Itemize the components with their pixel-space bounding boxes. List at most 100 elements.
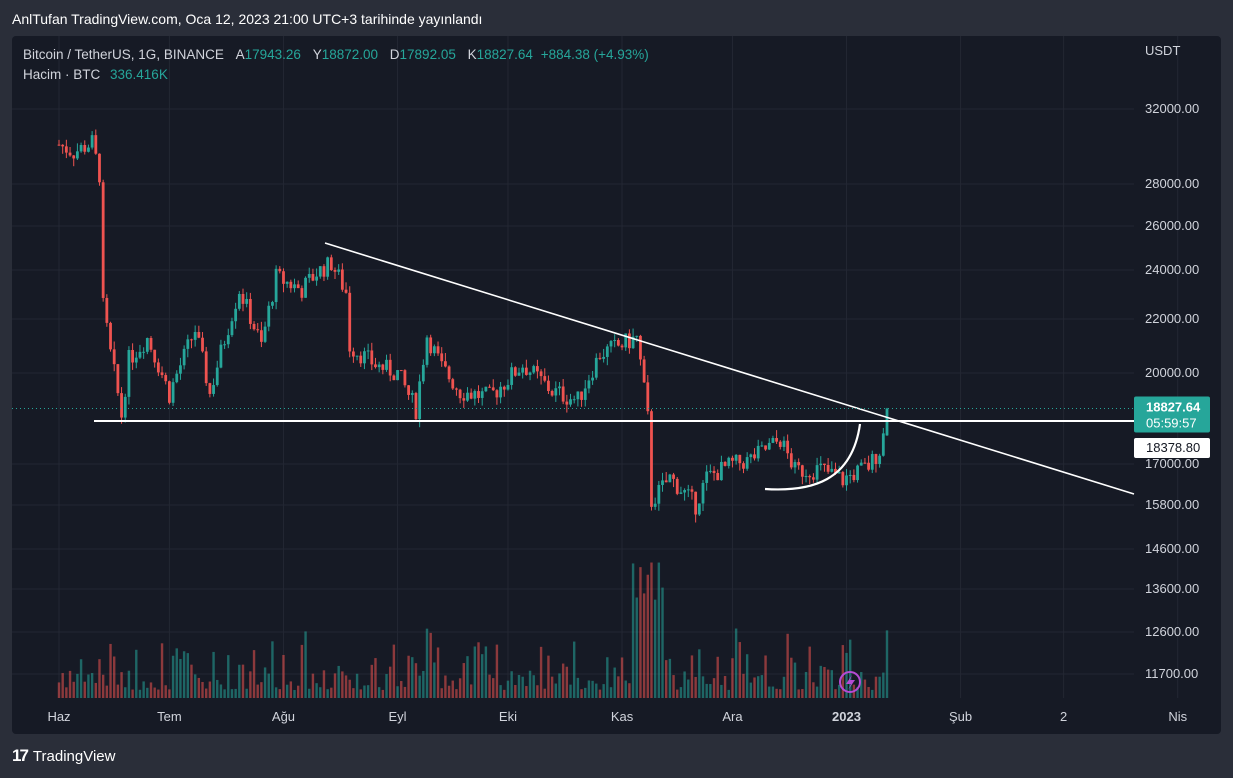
- candle-body: [340, 269, 344, 290]
- volume-bar: [444, 675, 447, 698]
- candle-body: [697, 503, 701, 515]
- candle-body: [690, 489, 694, 492]
- volume-bar: [550, 676, 554, 698]
- candle-body: [616, 340, 620, 346]
- volume-bar: [300, 644, 304, 698]
- volume-bar: [488, 674, 491, 698]
- tradingview-logo[interactable]: 17 TradingView: [12, 746, 115, 766]
- candle-body: [234, 308, 238, 322]
- volume-bar: [506, 680, 510, 698]
- candle-body: [355, 355, 359, 357]
- candle-body: [539, 371, 543, 377]
- volume-bar: [554, 683, 557, 698]
- candle-body: [870, 454, 874, 470]
- candle-body: [639, 335, 642, 360]
- volume-bar: [76, 673, 79, 698]
- volume-bar: [436, 647, 440, 698]
- volume-bar: [631, 563, 635, 698]
- volume-bar: [182, 651, 186, 698]
- candle-body: [311, 273, 315, 281]
- candle-body: [123, 396, 127, 418]
- x-tick-label: Şub: [949, 709, 972, 724]
- volume-bar: [745, 654, 749, 698]
- volume-bar: [628, 683, 631, 698]
- volume-bar: [127, 670, 131, 698]
- volume-bar: [392, 644, 396, 698]
- candle-body: [867, 462, 870, 470]
- candle-body: [830, 468, 834, 472]
- volume-bar: [403, 686, 407, 698]
- volume-bar: [786, 633, 789, 698]
- volume-bar: [742, 673, 745, 698]
- candle-body: [182, 348, 186, 366]
- volume-bar: [477, 642, 480, 698]
- volume-bar: [653, 599, 657, 698]
- legend-close-label: K: [467, 47, 477, 62]
- candle-body: [315, 276, 318, 281]
- candle-body: [675, 478, 679, 494]
- volume-bar: [120, 672, 123, 698]
- volume-bar: [517, 674, 521, 698]
- candle-body: [223, 344, 226, 346]
- legend-volume-label[interactable]: Hacim · BTC: [23, 67, 101, 82]
- trendline: [324, 242, 1135, 495]
- volume-bar: [495, 644, 499, 698]
- volume-bar: [642, 593, 646, 698]
- volume-bar: [694, 676, 697, 698]
- legend-row-price: Bitcoin / TetherUS, 1G, BINANCE A17943.2…: [23, 45, 649, 65]
- volume-bar: [712, 678, 716, 698]
- candle-body: [749, 454, 753, 458]
- volume-bar: [771, 686, 775, 698]
- volume-bar: [252, 650, 256, 698]
- candle-body: [808, 476, 812, 478]
- candle-body: [90, 135, 94, 148]
- volume-bar: [760, 675, 764, 698]
- candle-body: [458, 389, 462, 399]
- volume-bar: [841, 645, 845, 698]
- volume-bar: [411, 657, 414, 698]
- volume-bar: [355, 673, 359, 698]
- candle-body: [591, 377, 594, 381]
- candle-body: [812, 477, 815, 480]
- volume-bar: [481, 654, 484, 698]
- candle-body: [201, 337, 204, 352]
- candle-body: [112, 349, 116, 365]
- candle-body: [598, 357, 602, 359]
- candle-body: [127, 349, 131, 397]
- candle-body: [753, 454, 756, 459]
- chart-panel[interactable]: USDT 32000.00 28000.00 26000.00 24000.00 2200…: [12, 36, 1221, 734]
- candle-body: [145, 338, 149, 352]
- candle-body: [436, 346, 440, 354]
- candle-body: [219, 344, 223, 368]
- x-tick-label: Ara: [722, 709, 743, 724]
- candle-body: [837, 472, 841, 474]
- candle-body: [731, 457, 734, 461]
- volume-bar: [146, 687, 149, 698]
- price-chart[interactable]: USDT32000.0028000.0026000.0024000.002200…: [12, 36, 1221, 734]
- candle-body: [94, 135, 98, 154]
- x-tick-label: Haz: [47, 709, 70, 724]
- volume-bar: [668, 658, 672, 698]
- candle-body: [528, 372, 532, 375]
- legend-row-volume: Hacim · BTC 336.416K: [23, 65, 649, 85]
- candle-body: [289, 281, 293, 289]
- volume-bar: [473, 646, 477, 698]
- volume-bar: [584, 687, 587, 698]
- volume-bar: [849, 639, 852, 698]
- volume-bar: [576, 677, 580, 698]
- candle-body: [863, 462, 867, 464]
- legend-symbol[interactable]: Bitcoin / TetherUS, 1G, BINANCE: [23, 47, 224, 62]
- candle-body: [742, 463, 745, 469]
- volume-bar: [447, 685, 451, 698]
- volume-bar: [241, 664, 245, 698]
- volume-bar: [878, 676, 881, 698]
- volume-bar: [569, 684, 572, 698]
- volume-bar: [860, 672, 863, 698]
- volume-bar: [65, 687, 68, 698]
- candle-body: [348, 292, 352, 352]
- candle-body: [878, 455, 882, 464]
- candle-body: [396, 370, 399, 381]
- axis-currency: USDT: [1145, 43, 1180, 58]
- volume-bar: [797, 689, 800, 698]
- candle-body: [738, 454, 742, 464]
